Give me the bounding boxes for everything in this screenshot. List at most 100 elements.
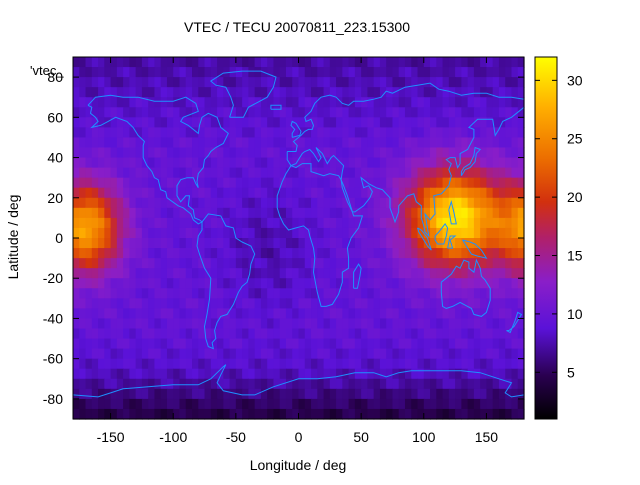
heatmap-cell — [505, 147, 513, 159]
heatmap-cell — [242, 187, 249, 199]
heatmap-cell — [417, 87, 425, 98]
heatmap-cell — [417, 167, 425, 179]
heatmap-cell — [323, 147, 331, 159]
heatmap-cell — [467, 338, 475, 350]
heatmap-cell — [392, 408, 400, 420]
heatmap-cell — [329, 197, 337, 209]
heatmap-cell — [110, 197, 118, 209]
heatmap-cell — [135, 117, 143, 128]
heatmap-cell — [379, 207, 387, 219]
heatmap-cell — [192, 217, 199, 229]
heatmap-cell — [336, 328, 343, 340]
x-tick-label: -100 — [159, 429, 187, 445]
heatmap-cell — [311, 107, 318, 118]
heatmap-cell — [210, 388, 218, 400]
heatmap-cell — [166, 348, 174, 360]
x-tick-label: 150 — [475, 429, 499, 445]
heatmap-cell — [517, 127, 525, 139]
heatmap-cell — [423, 147, 431, 159]
heatmap-cell — [223, 227, 231, 239]
heatmap-cell — [285, 207, 293, 219]
heatmap-cell — [104, 348, 112, 360]
heatmap-cell — [217, 408, 224, 420]
heatmap-cell — [273, 378, 281, 390]
heatmap-cell — [267, 107, 275, 118]
heatmap-cell — [242, 67, 249, 78]
heatmap-cell — [160, 137, 168, 149]
heatmap-cell — [498, 388, 506, 400]
heatmap-cell — [210, 147, 218, 159]
heatmap-cell — [217, 338, 224, 350]
heatmap-cell — [273, 268, 281, 279]
heatmap-cell — [411, 217, 419, 229]
heatmap-cell — [373, 167, 381, 179]
heatmap-cell — [304, 187, 312, 199]
heatmap-cell — [323, 177, 331, 189]
heatmap-cell — [129, 248, 137, 259]
heatmap-cell — [229, 258, 237, 269]
heatmap-cell — [242, 298, 249, 309]
heatmap-cell — [511, 57, 519, 68]
heatmap-cell — [329, 358, 337, 370]
heatmap-cell — [116, 117, 124, 128]
heatmap-cell — [73, 388, 80, 400]
heatmap-cell — [173, 388, 181, 400]
heatmap-cell — [198, 167, 206, 179]
heatmap-cell — [248, 117, 256, 128]
heatmap-cell — [173, 308, 181, 320]
heatmap-cell — [361, 157, 368, 169]
heatmap-cell — [304, 288, 312, 299]
heatmap-cell — [448, 227, 456, 239]
heatmap-cell — [398, 127, 406, 139]
heatmap-cell — [204, 298, 212, 309]
heatmap-cell — [342, 87, 350, 98]
heatmap-cell — [511, 328, 519, 340]
heatmap-cell — [336, 177, 343, 189]
heatmap-cell — [85, 288, 93, 299]
heatmap-cell — [311, 117, 318, 128]
heatmap-cell — [248, 368, 256, 380]
heatmap-cell — [198, 157, 206, 169]
heatmap-cell — [285, 227, 293, 239]
heatmap-cell — [179, 328, 187, 340]
heatmap-cell — [173, 258, 181, 269]
heatmap-cell — [204, 358, 212, 370]
heatmap-cell — [304, 87, 312, 98]
heatmap-cell — [254, 268, 262, 279]
heatmap-cell — [430, 258, 437, 269]
heatmap-cell — [348, 227, 356, 239]
heatmap-cell — [517, 57, 525, 68]
heatmap-cell — [411, 408, 419, 420]
heatmap-cell — [298, 217, 306, 229]
heatmap-cell — [192, 408, 199, 420]
heatmap-cell — [91, 127, 99, 139]
heatmap-cell — [392, 127, 400, 139]
heatmap-cell — [154, 368, 162, 380]
heatmap-cell — [492, 87, 500, 98]
heatmap-cell — [336, 157, 343, 169]
heatmap-cell — [123, 207, 130, 219]
heatmap-cell — [386, 147, 394, 159]
heatmap-cell — [85, 328, 93, 340]
heatmap-cell — [217, 227, 224, 239]
heatmap-cell — [442, 238, 450, 249]
heatmap-cell — [129, 378, 137, 390]
heatmap-cell — [498, 238, 506, 249]
heatmap-cell — [210, 227, 218, 239]
heatmap-cell — [311, 388, 318, 400]
heatmap-cell — [461, 378, 469, 390]
heatmap-cell — [298, 207, 306, 219]
heatmap-cell — [185, 97, 193, 108]
heatmap-cell — [411, 197, 419, 209]
heatmap-cell — [248, 207, 256, 219]
heatmap-cell — [505, 288, 513, 299]
heatmap-cell — [154, 358, 162, 370]
heatmap-cell — [141, 278, 149, 289]
heatmap-cell — [123, 187, 130, 199]
heatmap-cell — [367, 77, 375, 88]
heatmap-cell — [267, 378, 275, 390]
heatmap-cell — [235, 57, 243, 68]
heatmap-cell — [461, 227, 469, 239]
heatmap-cell — [317, 87, 325, 98]
heatmap-cell — [392, 187, 400, 199]
